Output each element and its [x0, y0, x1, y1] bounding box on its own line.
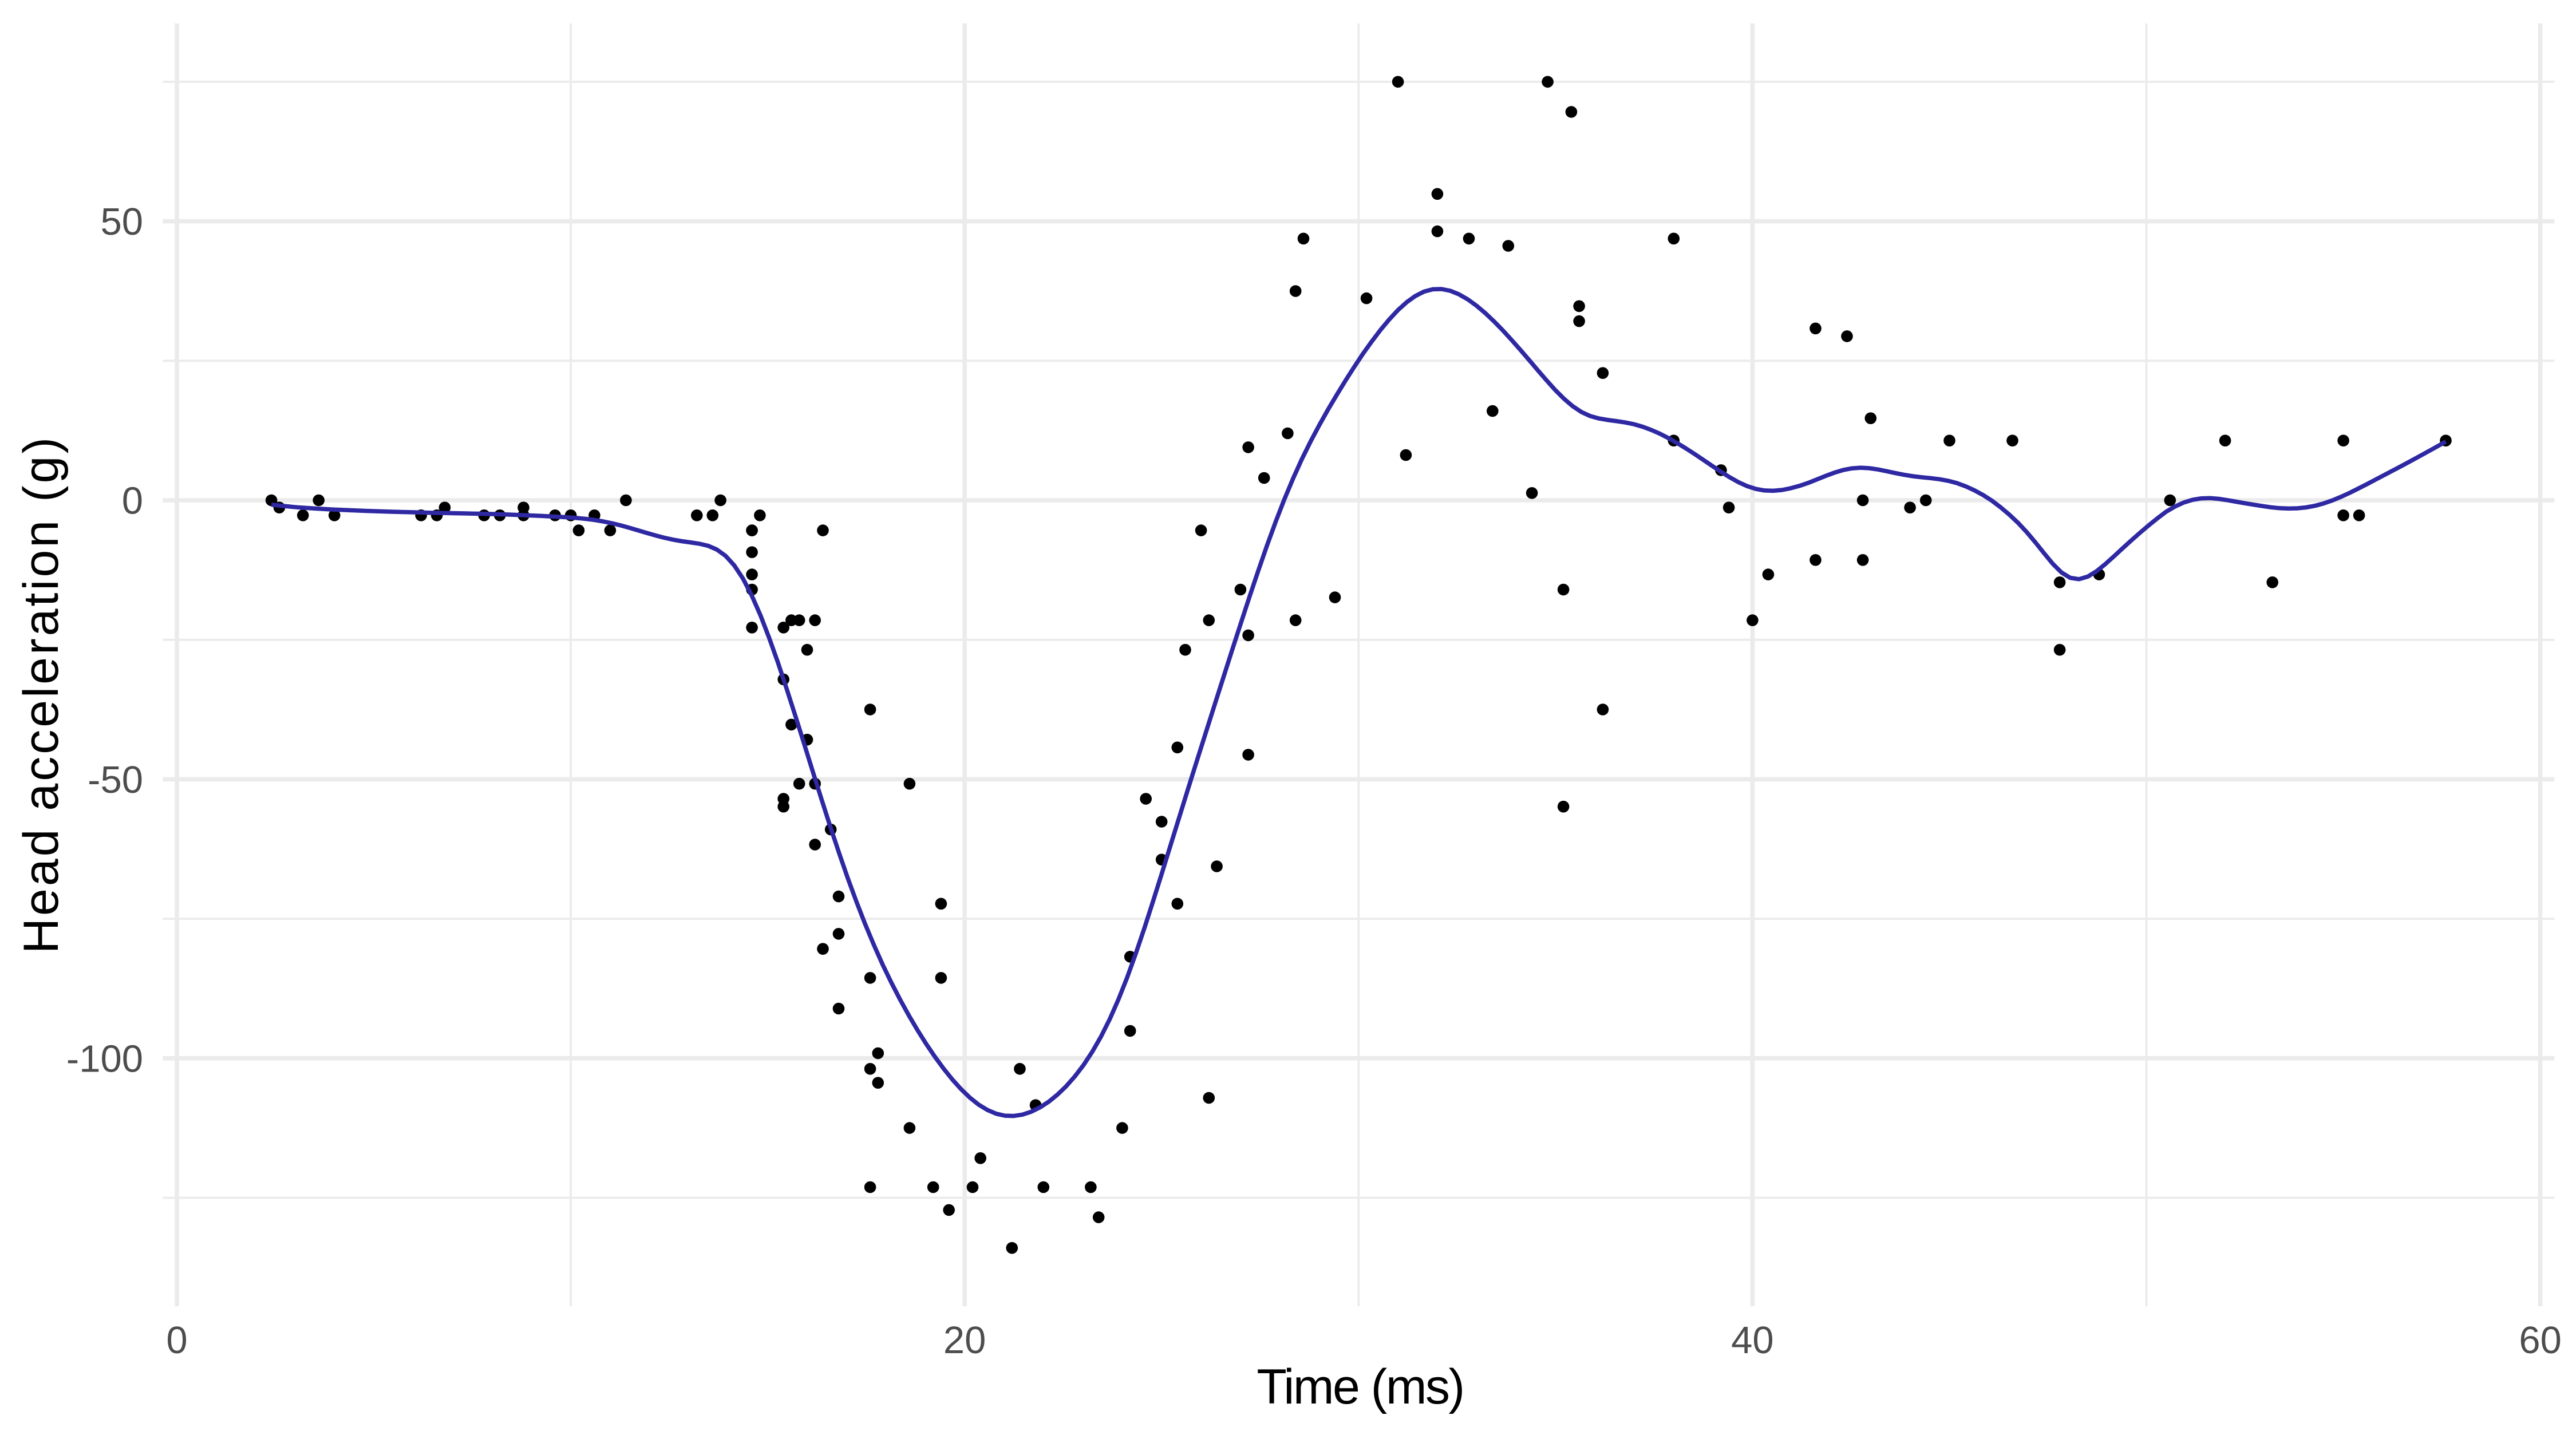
- svg-text:0: 0: [122, 480, 143, 523]
- svg-text:50: 50: [100, 200, 143, 243]
- svg-text:-100: -100: [66, 1037, 143, 1080]
- svg-text:40: 40: [1731, 1319, 1774, 1362]
- svg-text:-50: -50: [88, 758, 143, 801]
- svg-text:Time (ms): Time (ms): [1257, 1359, 1463, 1414]
- svg-text:20: 20: [943, 1319, 986, 1362]
- svg-text:0: 0: [166, 1319, 187, 1362]
- svg-text:Head acceleration (g): Head acceleration (g): [14, 435, 69, 954]
- svg-text:60: 60: [2519, 1319, 2562, 1362]
